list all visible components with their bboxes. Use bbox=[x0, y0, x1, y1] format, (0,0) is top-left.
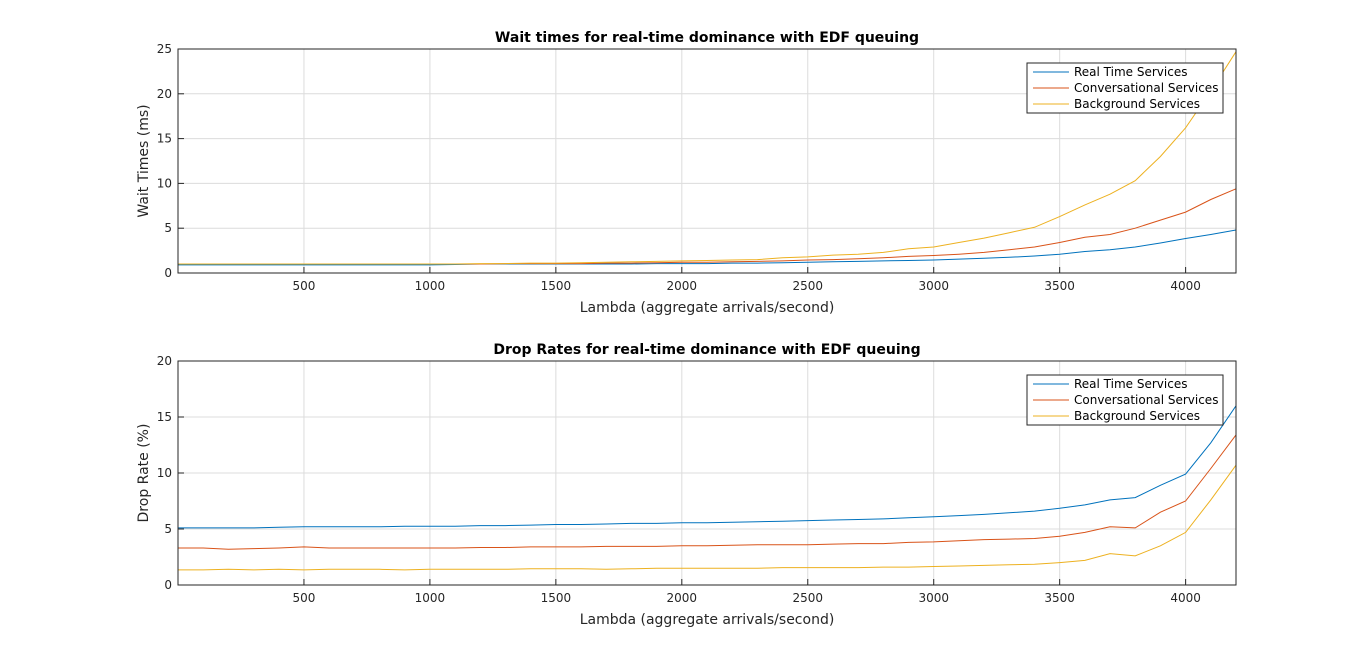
wait-times-x-axis-label: Lambda (aggregate arrivals/second) bbox=[580, 300, 835, 316]
wait-times-x-tick-label: 1500 bbox=[541, 279, 572, 293]
wait-times-y-tick-label: 5 bbox=[164, 221, 172, 235]
wait-times-y-tick-label: 10 bbox=[157, 176, 172, 190]
wait-times-legend-entry: Conversational Services bbox=[1074, 81, 1218, 95]
drop-rates-y-tick-label: 0 bbox=[164, 578, 172, 592]
wait-times-x-tick-label: 2500 bbox=[792, 279, 823, 293]
wait-times-x-tick-label: 1000 bbox=[415, 279, 446, 293]
wait-times-legend-entry: Real Time Services bbox=[1074, 65, 1187, 79]
drop-rates-x-tick-label: 2500 bbox=[792, 591, 823, 605]
drop-rates-y-tick-label: 10 bbox=[157, 466, 172, 480]
drop-rates-legend-box bbox=[1026, 374, 1224, 426]
wait-times-x-tick-label: 3000 bbox=[918, 279, 949, 293]
wait-times-series-real-time-services bbox=[178, 229, 1237, 266]
drop-rates-legend-entry: Conversational Services bbox=[1074, 393, 1218, 407]
drop-rates-x-tick-label: 1500 bbox=[541, 591, 572, 605]
drop-rates-y-tick-label: 5 bbox=[164, 522, 172, 536]
drop-rates-x-axis-label: Lambda (aggregate arrivals/second) bbox=[580, 612, 835, 628]
wait-times-axes-frame bbox=[177, 48, 1237, 274]
wait-times-y-tick-label: 15 bbox=[157, 132, 172, 146]
drop-rates-y-axis-label: Drop Rate (%) bbox=[136, 424, 152, 523]
drop-rates-x-tick-label: 1000 bbox=[415, 591, 446, 605]
wait-times-x-tick-label: 500 bbox=[292, 279, 315, 293]
wait-times-legend: Real Time Services Conversational Service… bbox=[1026, 62, 1224, 114]
drop-rates-x-tick-label: 2000 bbox=[667, 591, 698, 605]
wait-times-plot: Wait times for real-time dominance with … bbox=[136, 30, 1237, 316]
drop-rates-legend: Real Time Services Conversational Service… bbox=[1026, 374, 1224, 426]
wait-times-y-axis-label: Wait Times (ms) bbox=[136, 104, 152, 217]
drop-rates-x-tick-label: 3500 bbox=[1044, 591, 1075, 605]
wait-times-y-tick-label: 20 bbox=[157, 87, 172, 101]
drop-rates-legend-entry: Real Time Services bbox=[1074, 377, 1187, 391]
drop-rates-x-tick-label: 4000 bbox=[1170, 591, 1201, 605]
drop-rates-x-tick-label: 3000 bbox=[918, 591, 949, 605]
drop-rates-y-tick-label: 20 bbox=[157, 354, 172, 368]
drop-rates-series-background-services bbox=[178, 464, 1237, 571]
wait-times-x-tick-label: 4000 bbox=[1170, 279, 1201, 293]
wait-times-legend-entry: Background Services bbox=[1074, 97, 1200, 111]
drop-rates-plot: Drop Rates for real-time dominance with … bbox=[136, 342, 1237, 628]
wait-times-y-tick-label: 0 bbox=[164, 266, 172, 280]
drop-rates-y-tick-label: 15 bbox=[157, 410, 172, 424]
drop-rates-series-real-time-services bbox=[178, 405, 1237, 529]
wait-times-y-tick-label: 25 bbox=[157, 42, 172, 56]
drop-rates-series-conversational-services bbox=[178, 434, 1237, 550]
wait-times-series-background-services bbox=[178, 51, 1237, 265]
wait-times-x-tick-label: 3500 bbox=[1044, 279, 1075, 293]
drop-rates-title: Drop Rates for real-time dominance with … bbox=[493, 342, 920, 358]
wait-times-title: Wait times for real-time dominance with … bbox=[495, 30, 919, 46]
wait-times-x-tick-label: 2000 bbox=[667, 279, 698, 293]
drop-rates-legend-entry: Background Services bbox=[1074, 409, 1200, 423]
drop-rates-x-tick-label: 500 bbox=[292, 591, 315, 605]
